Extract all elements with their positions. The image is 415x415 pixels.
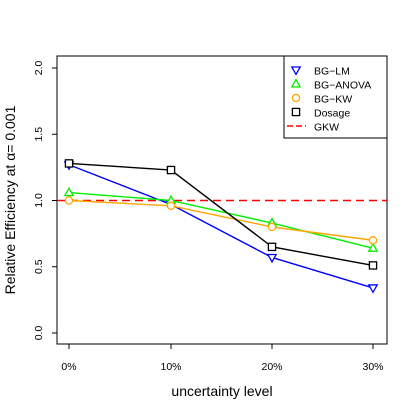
legend-label: BG−ANOVA (314, 80, 371, 92)
data-point (368, 235, 378, 245)
legend-marker (290, 66, 302, 76)
series-3 (64, 159, 378, 270)
legend-label: BG−KW (314, 94, 352, 106)
data-point (64, 159, 74, 168)
series-layer (63, 159, 379, 294)
data-point (267, 222, 277, 232)
data-point (367, 242, 379, 252)
legend-box (283, 55, 388, 139)
data-point (63, 186, 75, 197)
x-tick-label: 20% (261, 361, 282, 373)
legend-marker (291, 93, 301, 103)
y-axis: 0.0 0.5 1.0 1.5 2.0 (33, 61, 57, 341)
data-point (267, 242, 277, 252)
x-tick-label: 10% (160, 361, 181, 373)
legend-label: BG−LM (314, 66, 350, 78)
data-point (64, 196, 74, 205)
y-axis-title: Relative Efficiency at α= 0.001 (2, 105, 18, 294)
y-tick-label: 0.0 (33, 326, 45, 341)
legend-label: GKW (314, 122, 339, 134)
x-axis: 0% 10% 20% 30% (61, 344, 384, 373)
data-point (166, 201, 176, 211)
series-0 (63, 161, 379, 294)
x-tick-label: 0% (61, 361, 76, 373)
legend-label: Dosage (314, 108, 350, 120)
y-tick-label: 1.0 (33, 193, 45, 208)
x-axis-title: uncertainty level (171, 383, 272, 399)
legend: BG−LM BG−ANOVA BG−KW Dosage GKW (283, 55, 388, 139)
y-tick-label: 0.5 (33, 259, 45, 274)
series-line (68, 191, 374, 249)
data-point (166, 165, 176, 175)
y-tick-label: 1.5 (33, 127, 45, 142)
data-point (367, 284, 379, 294)
legend-marker (291, 107, 301, 117)
legend-marker (290, 78, 302, 88)
data-point (368, 261, 378, 270)
series-line (68, 164, 374, 289)
series-2 (64, 196, 378, 245)
y-tick-label: 2.0 (33, 61, 45, 76)
series-1 (63, 186, 379, 252)
series-line (68, 199, 374, 241)
x-tick-label: 30% (362, 361, 383, 373)
series-line (68, 162, 374, 267)
data-point (266, 253, 278, 264)
